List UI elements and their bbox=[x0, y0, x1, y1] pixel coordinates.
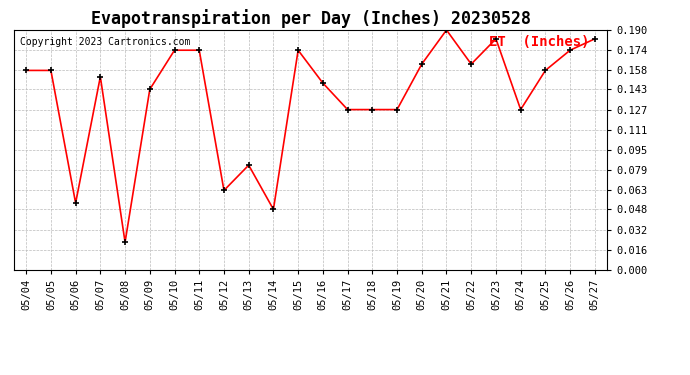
Text: Copyright 2023 Cartronics.com: Copyright 2023 Cartronics.com bbox=[20, 37, 190, 47]
Title: Evapotranspiration per Day (Inches) 20230528: Evapotranspiration per Day (Inches) 2023… bbox=[90, 9, 531, 28]
Text: ET  (Inches): ET (Inches) bbox=[489, 35, 589, 49]
